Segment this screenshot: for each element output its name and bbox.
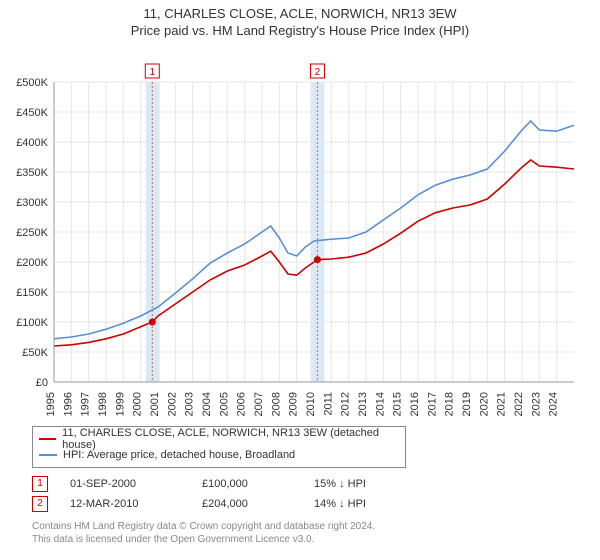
sale-annotations: 1 01-SEP-2000 £100,000 15% ↓ HPI 2 12-MA… bbox=[32, 474, 568, 514]
svg-text:£350K: £350K bbox=[16, 167, 48, 179]
svg-text:2002: 2002 bbox=[166, 392, 178, 416]
chart-subtitle: Price paid vs. HM Land Registry's House … bbox=[0, 23, 600, 38]
svg-text:2004: 2004 bbox=[201, 392, 213, 416]
svg-text:2015: 2015 bbox=[392, 392, 404, 416]
legend-swatch bbox=[39, 438, 56, 440]
sale-diff: 15% ↓ HPI bbox=[314, 478, 404, 490]
svg-text:2000: 2000 bbox=[132, 392, 144, 416]
sale-row: 2 12-MAR-2010 £204,000 14% ↓ HPI bbox=[32, 494, 568, 514]
svg-text:2016: 2016 bbox=[409, 392, 421, 416]
svg-text:1995: 1995 bbox=[45, 392, 57, 416]
svg-text:£300K: £300K bbox=[16, 197, 48, 209]
svg-text:1999: 1999 bbox=[114, 392, 126, 416]
svg-text:£400K: £400K bbox=[16, 137, 48, 149]
svg-text:2024: 2024 bbox=[548, 392, 560, 416]
legend: 11, CHARLES CLOSE, ACLE, NORWICH, NR13 3… bbox=[32, 426, 406, 468]
sale-marker-icon: 1 bbox=[32, 476, 48, 492]
svg-text:2007: 2007 bbox=[253, 392, 265, 416]
svg-text:£200K: £200K bbox=[16, 257, 48, 269]
sale-marker-icon: 2 bbox=[32, 496, 48, 512]
sale-date: 12-MAR-2010 bbox=[70, 498, 180, 510]
svg-text:£250K: £250K bbox=[16, 227, 48, 239]
sale-price: £100,000 bbox=[202, 478, 292, 490]
svg-text:2021: 2021 bbox=[496, 392, 508, 416]
sale-diff: 14% ↓ HPI bbox=[314, 498, 404, 510]
svg-text:2001: 2001 bbox=[149, 392, 161, 416]
svg-text:2008: 2008 bbox=[270, 392, 282, 416]
svg-text:£150K: £150K bbox=[16, 287, 48, 299]
legend-item: 11, CHARLES CLOSE, ACLE, NORWICH, NR13 3… bbox=[39, 431, 399, 447]
svg-text:2020: 2020 bbox=[478, 392, 490, 416]
svg-text:£50K: £50K bbox=[22, 347, 48, 359]
footer-line: This data is licensed under the Open Gov… bbox=[32, 533, 568, 546]
svg-text:2013: 2013 bbox=[357, 392, 369, 416]
footer-attribution: Contains HM Land Registry data © Crown c… bbox=[32, 520, 568, 546]
footer-line: Contains HM Land Registry data © Crown c… bbox=[32, 520, 568, 533]
svg-text:2010: 2010 bbox=[305, 392, 317, 416]
svg-text:2006: 2006 bbox=[236, 392, 248, 416]
svg-text:2003: 2003 bbox=[184, 392, 196, 416]
svg-text:2022: 2022 bbox=[513, 392, 525, 416]
svg-text:2009: 2009 bbox=[288, 392, 300, 416]
svg-text:2019: 2019 bbox=[461, 392, 473, 416]
svg-text:2014: 2014 bbox=[374, 392, 386, 416]
legend-swatch bbox=[39, 454, 57, 456]
sale-date: 01-SEP-2000 bbox=[70, 478, 180, 490]
svg-text:£0: £0 bbox=[36, 377, 48, 389]
chart-titles: 11, CHARLES CLOSE, ACLE, NORWICH, NR13 3… bbox=[0, 0, 600, 38]
svg-text:2005: 2005 bbox=[218, 392, 230, 416]
chart-container: { "title_main": "11, CHARLES CLOSE, ACLE… bbox=[0, 0, 600, 546]
svg-text:2023: 2023 bbox=[530, 392, 542, 416]
legend-label: HPI: Average price, detached house, Broa… bbox=[63, 449, 295, 461]
svg-text:£500K: £500K bbox=[16, 77, 48, 89]
svg-text:1996: 1996 bbox=[62, 392, 74, 416]
chart-svg: £0 £50K £100K £150K £200K £250K £300K £350K £400… bbox=[0, 38, 600, 418]
svg-text:1: 1 bbox=[149, 67, 155, 78]
sale-price: £204,000 bbox=[202, 498, 292, 510]
sale-row: 1 01-SEP-2000 £100,000 15% ↓ HPI bbox=[32, 474, 568, 494]
svg-text:2017: 2017 bbox=[426, 392, 438, 416]
legend-label: 11, CHARLES CLOSE, ACLE, NORWICH, NR13 3… bbox=[62, 427, 399, 451]
svg-text:2011: 2011 bbox=[322, 392, 334, 416]
svg-text:2012: 2012 bbox=[340, 392, 352, 416]
svg-text:£100K: £100K bbox=[16, 317, 48, 329]
svg-text:1997: 1997 bbox=[80, 392, 92, 416]
svg-text:1998: 1998 bbox=[97, 392, 109, 416]
svg-text:2: 2 bbox=[315, 67, 321, 78]
svg-text:£450K: £450K bbox=[16, 107, 48, 119]
chart-title: 11, CHARLES CLOSE, ACLE, NORWICH, NR13 3… bbox=[0, 6, 600, 21]
svg-text:2018: 2018 bbox=[444, 392, 456, 416]
chart-plot-area: £0 £50K £100K £150K £200K £250K £300K £350K £400… bbox=[0, 38, 600, 418]
